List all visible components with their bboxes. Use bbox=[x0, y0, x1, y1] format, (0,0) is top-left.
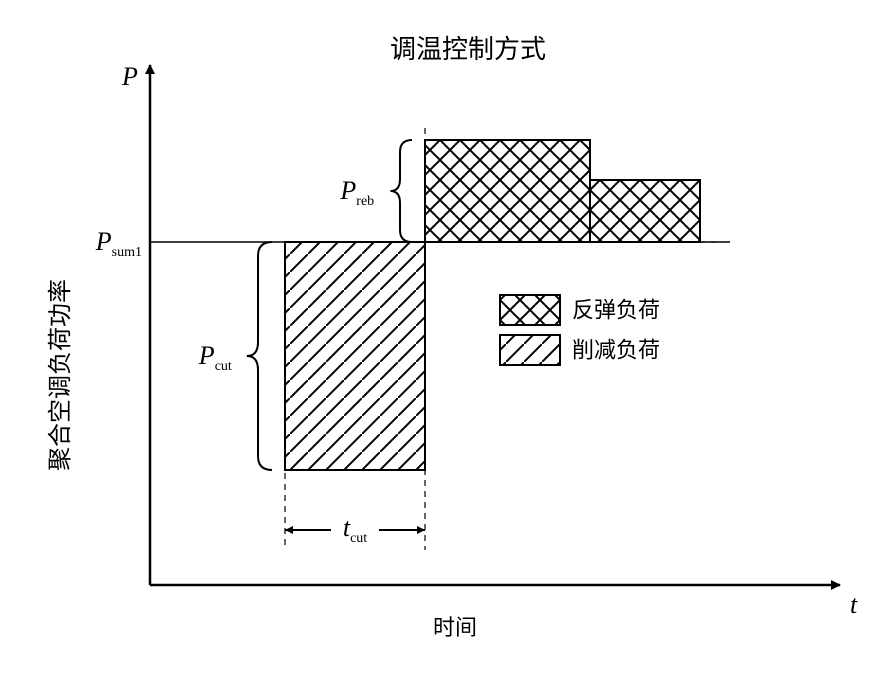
chart-container: 调温控制方式Pt聚合空调负荷功率时间Psum1PcutPrebtcut反弹负荷削… bbox=[20, 20, 856, 678]
x-axis-label-cn: 时间 bbox=[433, 615, 477, 640]
label-preb: Preb bbox=[339, 176, 374, 209]
brace-pcut bbox=[247, 242, 272, 470]
legend: 反弹负荷削减负荷 bbox=[500, 295, 660, 365]
label-pcut: Pcut bbox=[198, 341, 232, 374]
legend-label: 反弹负荷 bbox=[572, 298, 660, 323]
brace-preb bbox=[390, 140, 412, 242]
rebound-block-1 bbox=[425, 140, 590, 242]
y-axis-label-cn: 聚合空调负荷功率 bbox=[47, 279, 74, 471]
y-axis-label: P bbox=[121, 62, 138, 91]
chart-title: 调温控制方式 bbox=[390, 35, 546, 64]
baseline-label: Psum1 bbox=[95, 227, 142, 260]
rebound-block-2 bbox=[590, 180, 700, 242]
x-axis-label: t bbox=[850, 590, 858, 619]
legend-swatch bbox=[500, 295, 560, 325]
legend-swatch bbox=[500, 335, 560, 365]
svg-text:Psum1: Psum1 bbox=[95, 227, 142, 260]
diagram-svg: 调温控制方式Pt聚合空调负荷功率时间Psum1PcutPrebtcut反弹负荷削… bbox=[20, 20, 876, 678]
cut-block bbox=[285, 242, 425, 470]
legend-label: 削减负荷 bbox=[572, 338, 660, 363]
